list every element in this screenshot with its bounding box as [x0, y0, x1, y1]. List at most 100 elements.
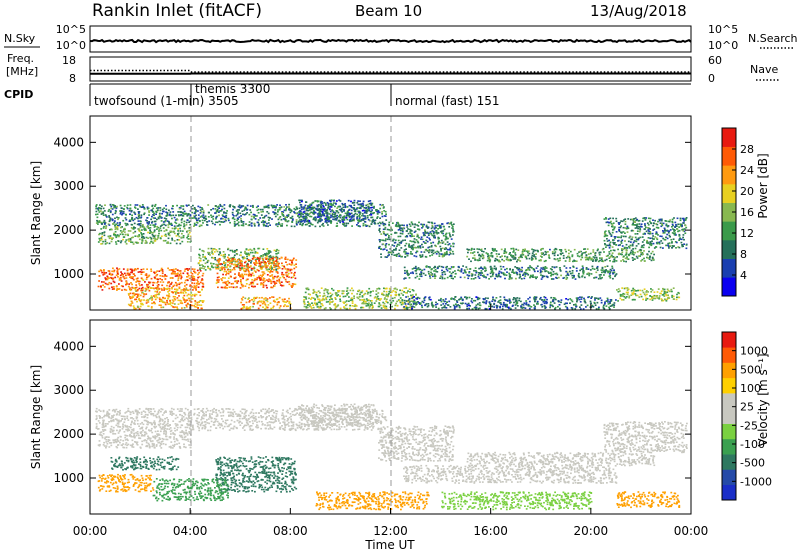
heatmap-cell — [424, 242, 426, 244]
heatmap-cell — [440, 226, 442, 229]
heatmap-cell — [175, 235, 178, 237]
heatmap-cell — [183, 290, 186, 292]
heatmap-cell — [242, 205, 245, 207]
heatmap-cell — [397, 252, 400, 255]
heatmap-cell — [381, 293, 383, 296]
heatmap-cell — [141, 240, 144, 243]
heatmap-cell — [387, 295, 390, 297]
heatmap-cell — [419, 273, 421, 275]
heatmap-cell — [273, 211, 276, 214]
heatmap-cell — [441, 232, 443, 234]
heatmap-cell — [208, 251, 211, 254]
heatmap-cell — [442, 232, 444, 235]
heatmap-cell — [601, 276, 603, 279]
heatmap-cell — [121, 213, 123, 216]
heatmap-cell — [387, 254, 389, 257]
heatmap-cell — [289, 217, 292, 219]
heatmap-cell — [307, 209, 310, 212]
heatmap-cell — [160, 267, 163, 270]
heatmap-cell — [186, 272, 189, 274]
heatmap-cell — [156, 278, 158, 280]
heatmap-cell — [641, 258, 644, 261]
heatmap-cell — [412, 248, 414, 251]
heatmap-cell — [504, 268, 506, 271]
heatmap-cell — [639, 248, 642, 251]
heatmap-cell — [509, 274, 512, 276]
heatmap-cell — [165, 275, 168, 277]
heatmap-cell — [109, 219, 111, 221]
heatmap-cell — [407, 252, 410, 255]
heatmap-cell — [256, 252, 259, 254]
heatmap-cell — [611, 252, 614, 254]
heatmap-cell — [608, 239, 610, 242]
heatmap-cell — [251, 285, 253, 288]
heatmap-cell — [116, 267, 118, 269]
heatmap-cell — [309, 206, 312, 208]
heatmap-cell — [252, 255, 255, 257]
heatmap-cell — [263, 216, 266, 219]
heatmap-cell — [178, 235, 181, 238]
heatmap-cell — [140, 271, 143, 273]
heatmap-cell — [250, 260, 253, 262]
heatmap-cell — [614, 256, 616, 259]
heatmap-cell — [291, 262, 294, 265]
heatmap-cell — [194, 300, 197, 302]
heatmap-cell — [166, 284, 168, 287]
heatmap-cell — [120, 207, 123, 209]
heatmap-cell — [220, 221, 223, 223]
heatmap-cell — [110, 237, 113, 239]
heatmap-cell — [140, 216, 143, 218]
heatmap-cell — [259, 208, 262, 211]
heatmap-cell — [112, 286, 115, 288]
heatmap-cell — [335, 218, 338, 220]
heatmap-cell — [100, 286, 102, 289]
heatmap-cell — [379, 203, 382, 206]
heatmap-cell — [495, 273, 498, 276]
heatmap-cell — [351, 297, 353, 299]
heatmap-cell — [374, 219, 377, 222]
heatmap-cell — [248, 286, 250, 289]
nsky-label: N.Sky — [4, 32, 36, 45]
heatmap-cell — [315, 291, 318, 294]
heatmap-cell — [658, 218, 661, 221]
heatmap-cell — [356, 218, 358, 220]
heatmap-cell — [409, 235, 412, 237]
heatmap-cell — [291, 215, 294, 218]
heatmap-cell — [198, 276, 201, 278]
heatmap-cell — [301, 199, 303, 202]
heatmap-cell — [443, 253, 446, 256]
heatmap-cell — [643, 257, 645, 260]
heatmap-cell — [449, 274, 452, 277]
heatmap-cell — [280, 206, 283, 208]
heatmap-cell — [363, 300, 365, 303]
heatmap-cell — [240, 254, 242, 257]
heatmap-cell — [353, 199, 356, 202]
heatmap-cell — [381, 292, 384, 295]
heatmap-cell — [403, 224, 405, 227]
heatmap-cell — [189, 285, 191, 287]
heatmap-cell — [268, 255, 271, 258]
heatmap-cell — [260, 300, 263, 302]
heatmap-cell — [169, 211, 172, 213]
heatmap-cell — [468, 248, 470, 251]
heatmap-cell — [134, 274, 136, 277]
heatmap-cell — [412, 244, 415, 246]
heatmap-cell — [357, 222, 359, 224]
heatmap-cell — [347, 199, 350, 202]
heatmap-cell — [276, 272, 279, 274]
heatmap-cell — [581, 265, 584, 267]
heatmap-cell — [210, 214, 212, 217]
heatmap-cell — [199, 300, 202, 302]
heatmap-cell — [220, 254, 223, 257]
heatmap-cell — [318, 298, 321, 301]
heatmap-cell — [319, 225, 321, 228]
heatmap-cell — [571, 277, 574, 279]
heatmap-cell — [230, 259, 233, 262]
heatmap-cell — [401, 299, 404, 301]
heatmap-cell — [129, 238, 132, 241]
heatmap-cell — [257, 307, 260, 310]
heatmap-cell — [204, 269, 207, 271]
heatmap-cell — [288, 207, 291, 210]
heatmap-cell — [510, 254, 513, 256]
heatmap-cell — [109, 228, 111, 231]
